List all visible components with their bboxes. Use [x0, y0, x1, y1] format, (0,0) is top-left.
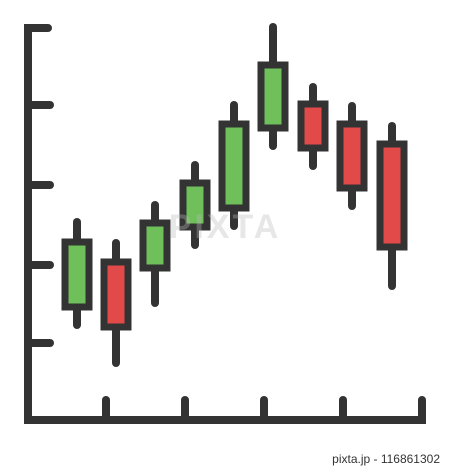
watermark: PIXTA [169, 208, 282, 246]
y-ticks [24, 101, 54, 347]
footer-bar [0, 447, 450, 469]
candles [61, 23, 408, 367]
chart-icon [24, 23, 426, 424]
axes [24, 24, 426, 424]
footer-text: pixta.jp - 116861302 [332, 452, 440, 466]
x-ticks [102, 396, 347, 424]
